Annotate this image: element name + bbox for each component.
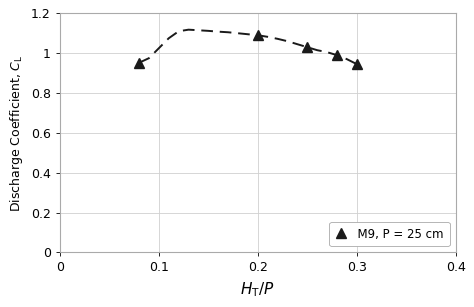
Y-axis label: Discharge Coefficient, $C_\mathrm{L}$: Discharge Coefficient, $C_\mathrm{L}$	[9, 54, 25, 212]
X-axis label: $H_\mathrm{T}/P$: $H_\mathrm{T}/P$	[240, 280, 275, 299]
Legend:   M9, P = 25 cm: M9, P = 25 cm	[329, 222, 450, 247]
